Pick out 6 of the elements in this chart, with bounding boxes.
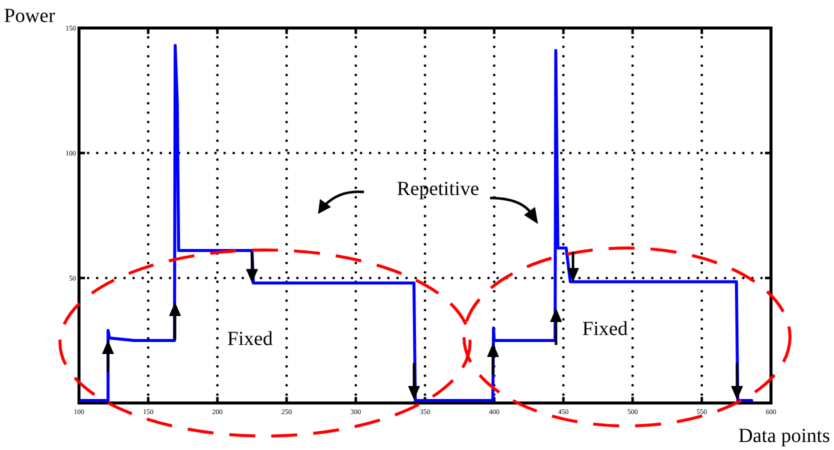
y-axis-title: Power [4, 5, 56, 27]
x-axis-title: Data points [738, 425, 830, 447]
annotation: Fixed [227, 328, 273, 350]
annotation: Repetitive [396, 178, 480, 200]
annotation: Fixed [582, 318, 628, 340]
line-series [79, 44, 754, 402]
